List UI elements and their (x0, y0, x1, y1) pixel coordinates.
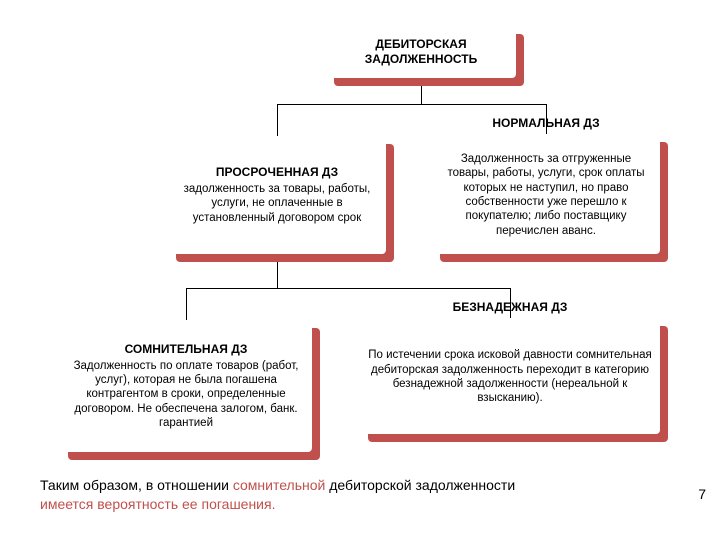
hopeless-overtitle: БЕЗНАДЕЖНАЯ ДЗ (360, 300, 660, 314)
footer-sentence: Таким образом, в отношении сомнительной … (40, 476, 680, 514)
root-title: ДЕБИТОРСКАЯ ЗАДОЛЖЕННОСТЬ (334, 37, 508, 67)
connector (421, 86, 422, 104)
connector (186, 288, 187, 320)
normal-body: Задолженность за отгруженные товары, раб… (440, 152, 652, 238)
connector (277, 262, 278, 288)
overdue-body: задолженность за товары, работы, услуги,… (176, 182, 378, 225)
hopeless-body: По истечении срока исковой давности сомн… (368, 348, 652, 406)
normal-overtitle: НОРМАЛЬНАЯ ДЗ (432, 116, 660, 130)
page-number: 7 (698, 486, 706, 502)
footer-accent: сомнительной (233, 477, 329, 493)
overdue-title: ПРОСРОЧЕННАЯ ДЗ (216, 165, 338, 180)
doubtful-body: Задолженность по оплате товаров (работ, … (68, 359, 304, 431)
footer-pre: Таким образом, в отношении (40, 477, 233, 493)
connector (186, 288, 510, 289)
connector (277, 104, 278, 136)
footer-post: имеется вероятность ее погашения. (40, 496, 275, 512)
connector (277, 104, 546, 105)
doubtful-title: СОМНИТЕЛЬНАЯ ДЗ (125, 342, 248, 357)
footer-mid: дебиторской задолженности (329, 477, 515, 493)
